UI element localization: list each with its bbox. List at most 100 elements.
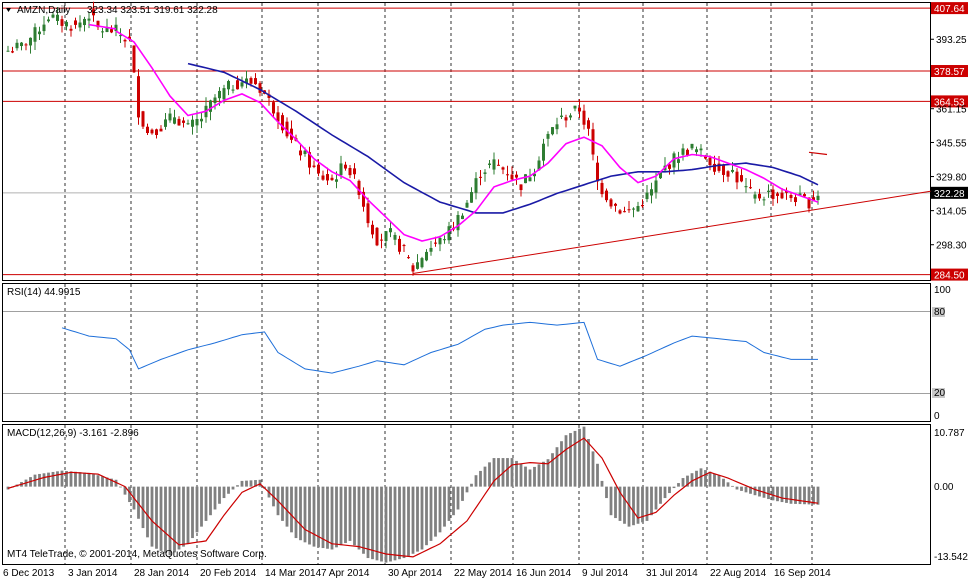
candle-body bbox=[254, 78, 257, 85]
macd-histogram-bar bbox=[209, 486, 212, 516]
macd-histogram-bar bbox=[780, 486, 784, 503]
macd-histogram-bar bbox=[735, 486, 739, 490]
macd-histogram-bar bbox=[497, 458, 500, 487]
macd-histogram-bar bbox=[281, 486, 284, 521]
macd-histogram-bar bbox=[767, 486, 770, 500]
rsi-level-80-box bbox=[932, 307, 945, 317]
macd-histogram-bar bbox=[731, 485, 734, 487]
candle-body bbox=[231, 89, 235, 91]
candle-body bbox=[425, 251, 428, 261]
candle-body bbox=[816, 195, 820, 201]
macd-histogram-bar bbox=[465, 486, 469, 493]
time-tick-label: 14 Mar 2014 bbox=[265, 568, 322, 579]
candle-body bbox=[470, 192, 473, 203]
candle-body bbox=[245, 78, 248, 84]
macd-histogram-bar bbox=[654, 486, 658, 510]
rsi-indicator bbox=[3, 310, 930, 395]
macd-histogram-bar bbox=[101, 476, 104, 487]
candle-body bbox=[776, 193, 779, 196]
candle-body bbox=[488, 163, 491, 165]
level-tag-label: 378.57 bbox=[934, 67, 965, 78]
candle-body bbox=[753, 194, 757, 199]
candle-body bbox=[272, 102, 275, 114]
macd-histogram-bar bbox=[371, 486, 374, 560]
copyright-text: MT4 TeleTrade, © 2001-2014, MetaQuotes S… bbox=[7, 549, 267, 560]
candle-body bbox=[708, 157, 712, 166]
candle-body bbox=[195, 118, 199, 126]
candle-body bbox=[690, 143, 694, 149]
macd-histogram-bar bbox=[299, 486, 302, 541]
candle-body bbox=[578, 107, 581, 112]
candle-body bbox=[375, 227, 379, 246]
candle-body bbox=[83, 18, 86, 26]
candle-body bbox=[632, 208, 635, 210]
time-tick-label: 22 May 2014 bbox=[454, 568, 512, 579]
current-price-tag bbox=[931, 186, 968, 199]
candle-body bbox=[443, 239, 446, 241]
macd-histogram-bar bbox=[614, 486, 617, 519]
macd-histogram-bar bbox=[425, 486, 428, 546]
macd-histogram-bar bbox=[231, 486, 235, 490]
macd-histogram-bar bbox=[200, 486, 203, 527]
macd-histogram-bar bbox=[146, 486, 149, 538]
support-trendline[interactable] bbox=[412, 190, 931, 275]
candle-body bbox=[497, 164, 500, 166]
candle-body bbox=[614, 203, 617, 206]
time-tick-label: 31 Jul 2014 bbox=[646, 568, 698, 579]
candle-body bbox=[96, 20, 100, 28]
macd-histogram-bar bbox=[362, 486, 365, 554]
candle-body bbox=[15, 42, 19, 49]
candle-body bbox=[114, 24, 118, 32]
candle-body bbox=[371, 224, 374, 235]
candle-body bbox=[56, 14, 59, 21]
macd-histogram-bar bbox=[294, 486, 298, 539]
macd-histogram-bar bbox=[96, 475, 100, 487]
candle-body bbox=[24, 44, 28, 46]
candle-body bbox=[249, 78, 253, 84]
candle-body bbox=[474, 178, 478, 193]
macd-histogram-bar bbox=[110, 478, 113, 487]
candle-body bbox=[276, 112, 280, 122]
symbol-dropdown-icon[interactable] bbox=[6, 8, 11, 12]
macd-histogram-bar bbox=[348, 486, 352, 541]
macd-histogram-bar bbox=[699, 468, 703, 487]
candle-body bbox=[551, 127, 554, 135]
macd-histogram-bar bbox=[515, 460, 518, 487]
macd-histogram-bar bbox=[74, 471, 77, 487]
macd-histogram-bar bbox=[393, 486, 397, 561]
candle-body bbox=[141, 111, 145, 127]
macd-histogram-bar bbox=[659, 486, 662, 504]
rsi-level-20: 20 bbox=[934, 388, 946, 399]
candle-body bbox=[447, 226, 451, 241]
candle-body bbox=[78, 22, 82, 28]
rsi-level-80: 80 bbox=[934, 307, 946, 318]
macd-histogram-bar bbox=[596, 463, 599, 487]
level-tag bbox=[931, 2, 968, 15]
macd-histogram-bar bbox=[798, 486, 802, 505]
candle-body bbox=[668, 164, 671, 169]
candle-body bbox=[798, 193, 802, 196]
candle-body bbox=[137, 76, 140, 118]
candle-body bbox=[519, 184, 523, 191]
candle-body bbox=[281, 115, 284, 131]
candle-body bbox=[780, 192, 784, 199]
candle-body bbox=[182, 120, 185, 123]
macd-histogram-bar bbox=[398, 486, 401, 560]
ma-fragment-line bbox=[808, 151, 828, 156]
candle-body bbox=[398, 238, 401, 252]
candle-body bbox=[74, 20, 77, 25]
macd-histogram-bar bbox=[249, 480, 253, 487]
candle-body bbox=[785, 191, 788, 193]
candle-body bbox=[389, 228, 392, 233]
rsi-level-0: 0 bbox=[934, 411, 940, 422]
candle-body bbox=[402, 245, 406, 247]
macd-histogram-bar bbox=[128, 486, 131, 503]
macd-histogram-bar bbox=[690, 473, 694, 487]
candle-body bbox=[618, 210, 622, 214]
candle-body bbox=[600, 182, 604, 195]
macd-histogram-bar bbox=[344, 486, 347, 544]
candle-body bbox=[362, 191, 365, 207]
price-tick-label: 393.25 bbox=[936, 35, 967, 46]
candle-body bbox=[537, 160, 541, 171]
